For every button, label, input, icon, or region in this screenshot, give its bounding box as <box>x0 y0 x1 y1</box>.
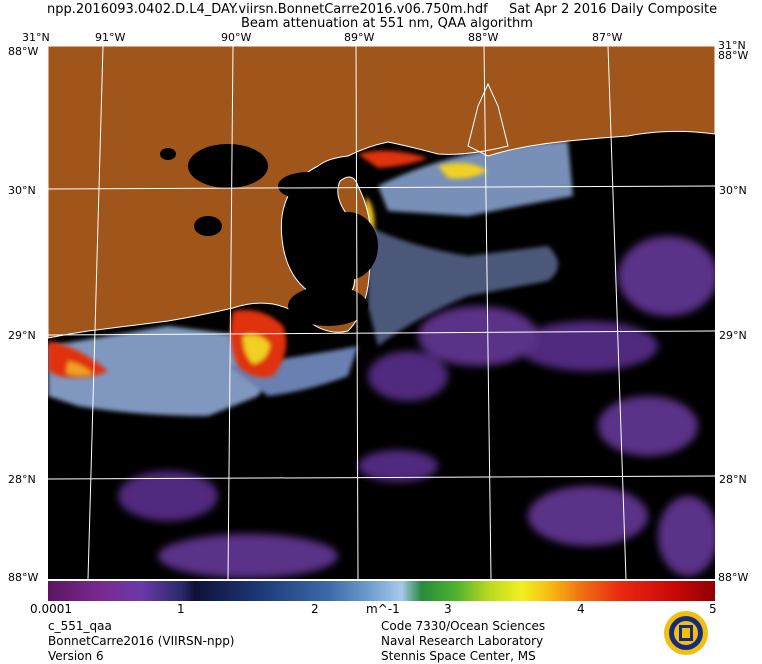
colorbar-tick-5: 5 <box>709 602 717 616</box>
variable-name: c_551_qaa <box>48 619 112 633</box>
colorbar-tick-4: 4 <box>577 602 585 616</box>
date-title: Sat Apr 2 2016 Daily Composite <box>509 2 718 17</box>
colorbar <box>48 581 715 601</box>
corner-label-bottom-left: 88°W <box>8 571 39 584</box>
colorbar-unit: m^-1 <box>366 602 400 616</box>
code-label: Code 7330/Ocean Sciences <box>381 619 546 633</box>
satellite-map[interactable] <box>48 46 715 579</box>
lab-label: Naval Research Laboratory <box>381 634 544 648</box>
coastal-moderate-attenuation <box>48 141 573 416</box>
corner-label-bottom-right: 88°W <box>718 571 749 584</box>
lat-label-28n-right: 28°N <box>719 473 747 486</box>
lat-label-29n-right: 29°N <box>719 329 747 342</box>
filename-title: npp.2016093.0402.D.L4_DAY.viirsn.BonnetC… <box>47 2 488 17</box>
colorbar-tick-2: 2 <box>311 602 319 616</box>
lon-label-88w: 88°W <box>468 31 499 44</box>
map-graphic <box>48 46 715 579</box>
dataset-name: BonnetCarre2016 (VIIRSN-npp) <box>48 634 235 648</box>
graticule <box>48 46 715 579</box>
offshore-low-attenuation <box>118 236 715 578</box>
nrl-seal-logo <box>664 611 708 655</box>
corner-label-top-left: 31°N <box>22 31 50 44</box>
version-label: Version 6 <box>48 649 104 663</box>
lon-label-90w: 90°W <box>221 31 252 44</box>
corner-label-left-lon: 88°W <box>8 45 39 58</box>
place-label: Stennis Space Center, MS <box>381 649 536 663</box>
lat-label-30n-right: 30°N <box>719 184 747 197</box>
inland-lakes <box>160 144 378 326</box>
colorbar-tick-0: 0.0001 <box>30 602 72 616</box>
corner-label-right-lon: 88°W <box>718 49 749 62</box>
lat-label-30n-left: 30°N <box>8 184 36 197</box>
corner-label-top-right: 31°N <box>718 39 746 52</box>
colorbar-tick-3: 3 <box>444 602 452 616</box>
lat-label-29n-left: 29°N <box>8 329 36 342</box>
lat-label-28n-left: 28°N <box>8 473 36 486</box>
colorbar-tick-1: 1 <box>177 602 185 616</box>
lon-label-89w: 89°W <box>344 31 375 44</box>
lon-label-91w: 91°W <box>95 31 126 44</box>
product-title: Beam attenuation at 551 nm, QAA algorith… <box>241 16 533 31</box>
lon-label-87w: 87°W <box>592 31 623 44</box>
